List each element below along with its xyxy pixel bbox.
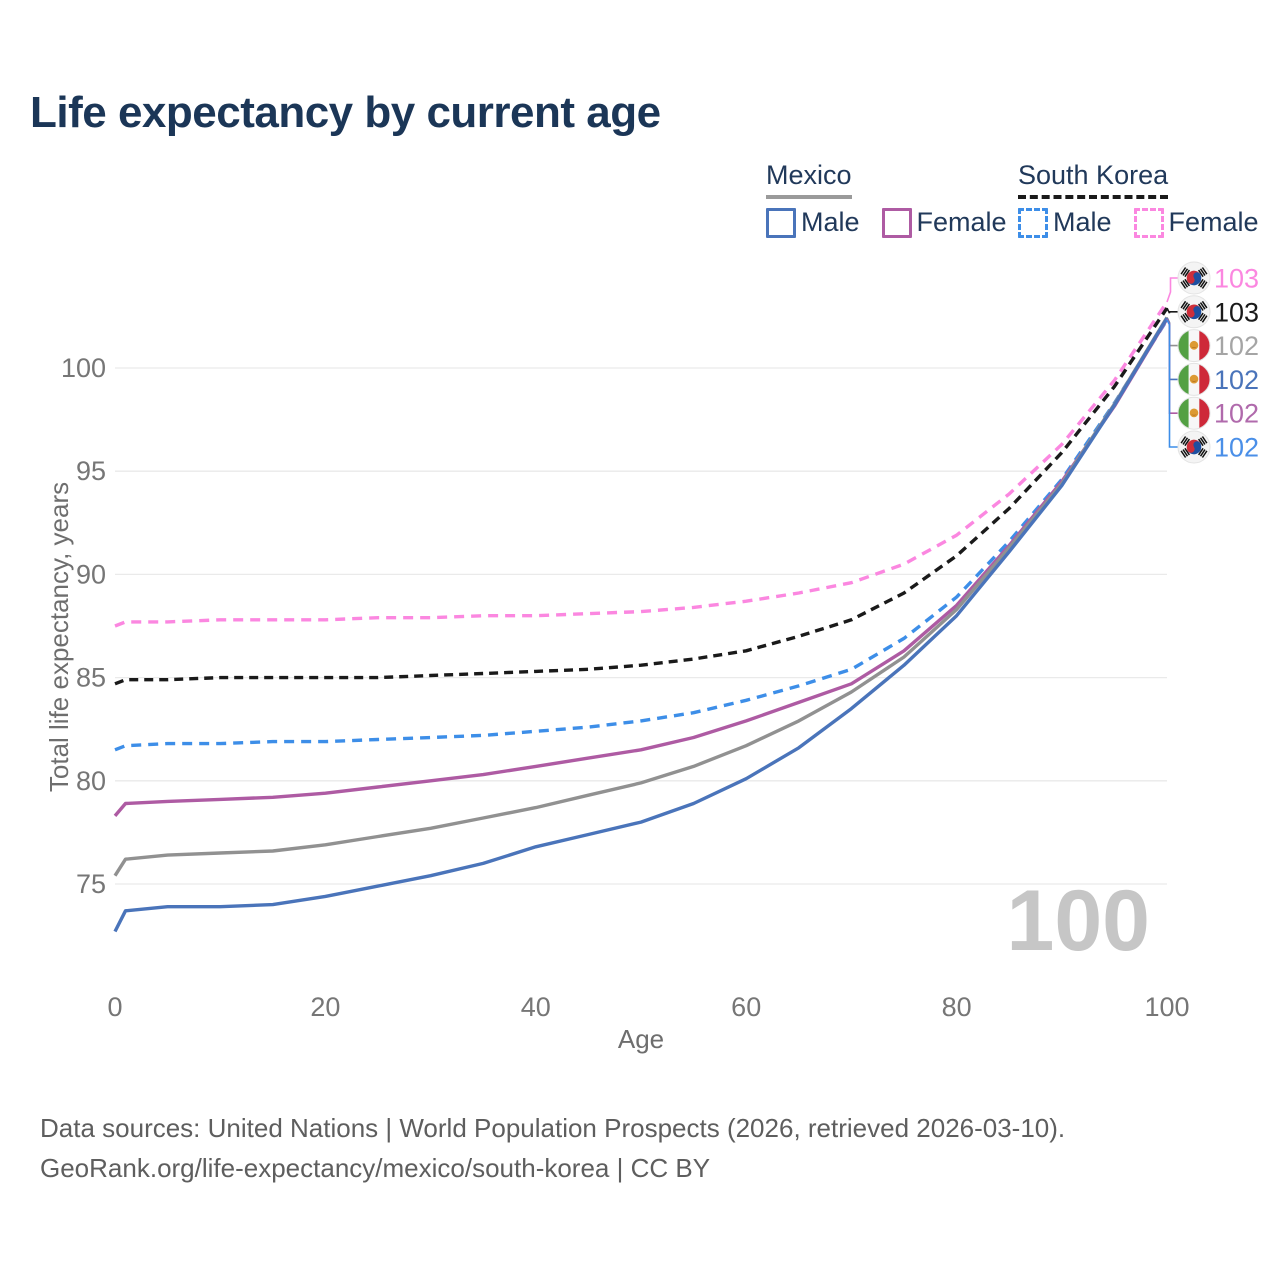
mexico-flag-icon	[1177, 329, 1211, 363]
x-tick-label: 60	[731, 992, 761, 1022]
footer-attribution: GeoRank.org/life-expectancy/mexico/south…	[40, 1153, 711, 1183]
age-counter-watermark: 100	[1007, 873, 1151, 969]
legend-group-mexico: Mexico Male Female	[766, 160, 1029, 238]
series-line-mx_female	[113, 318, 1169, 817]
y-axis-title: Total life expectancy, years	[44, 482, 74, 792]
y-tick-label: 100	[61, 353, 106, 383]
south-korea-flag-icon	[1177, 261, 1211, 295]
end-value-label-mx_total: 102	[1214, 331, 1259, 361]
leader-line-mx_female	[1166, 318, 1178, 414]
legend-item-label: Male	[1053, 207, 1112, 237]
footer-data-sources: Data sources: United Nations | World Pop…	[40, 1113, 1066, 1143]
x-tick-label: 80	[942, 992, 972, 1022]
end-value-label-sk_male: 102	[1214, 433, 1259, 463]
x-tick-label: 40	[521, 992, 551, 1022]
south-korea-flag-icon	[1177, 430, 1211, 464]
legend-items-south-korea: Male Female	[1018, 207, 1280, 238]
series-line-mx_male	[113, 317, 1169, 933]
y-tick-label: 95	[76, 456, 106, 486]
leader-line-sk_female	[1166, 277, 1178, 303]
legend-group-south-korea: South Korea Male Female	[1018, 160, 1280, 238]
x-axis-title: Age	[618, 1024, 664, 1054]
legend-swatch-female	[1133, 207, 1164, 238]
x-tick-label: 100	[1144, 992, 1189, 1022]
south-korea-flag-icon	[1177, 295, 1211, 329]
y-tick-label: 75	[76, 869, 106, 899]
series-line-sk_male	[114, 318, 1169, 752]
leader-line-mx_male	[1166, 317, 1178, 381]
series-line-sk_total	[114, 307, 1169, 686]
legend-swatch-male	[766, 207, 796, 238]
legend-item-label: Female	[1168, 207, 1259, 237]
leader-line-sk_male	[1166, 319, 1178, 448]
end-value-label-mx_male: 102	[1214, 365, 1259, 395]
legend-items-mexico: Male Female	[766, 207, 1029, 238]
mexico-flag-icon	[1177, 362, 1211, 396]
mexico-flag-icon	[1177, 396, 1211, 430]
legend-swatch-male	[1018, 207, 1048, 238]
end-value-label-sk_total: 103	[1214, 297, 1259, 327]
legend-swatch-female	[881, 207, 912, 238]
y-tick-label: 85	[76, 663, 106, 693]
series-line-sk_female	[114, 301, 1169, 628]
leader-line-sk_total	[1166, 307, 1178, 314]
legend-group-title-south-korea: South Korea	[1018, 160, 1169, 199]
y-tick-label: 90	[76, 559, 106, 589]
series-line-mx_total	[113, 316, 1169, 877]
x-tick-label: 0	[107, 992, 122, 1022]
legend-item-label: Female	[916, 207, 1007, 237]
legend-group-title-mexico: Mexico	[766, 160, 852, 199]
end-value-label-sk_female: 103	[1214, 264, 1259, 294]
end-value-label-mx_female: 102	[1214, 399, 1259, 429]
footer: Data sources: United Nations | World Pop…	[40, 1108, 1065, 1188]
legend-item-label: Male	[801, 207, 860, 237]
page-title: Life expectancy by current age	[30, 88, 661, 137]
x-tick-label: 20	[310, 992, 340, 1022]
y-tick-label: 80	[76, 766, 106, 796]
